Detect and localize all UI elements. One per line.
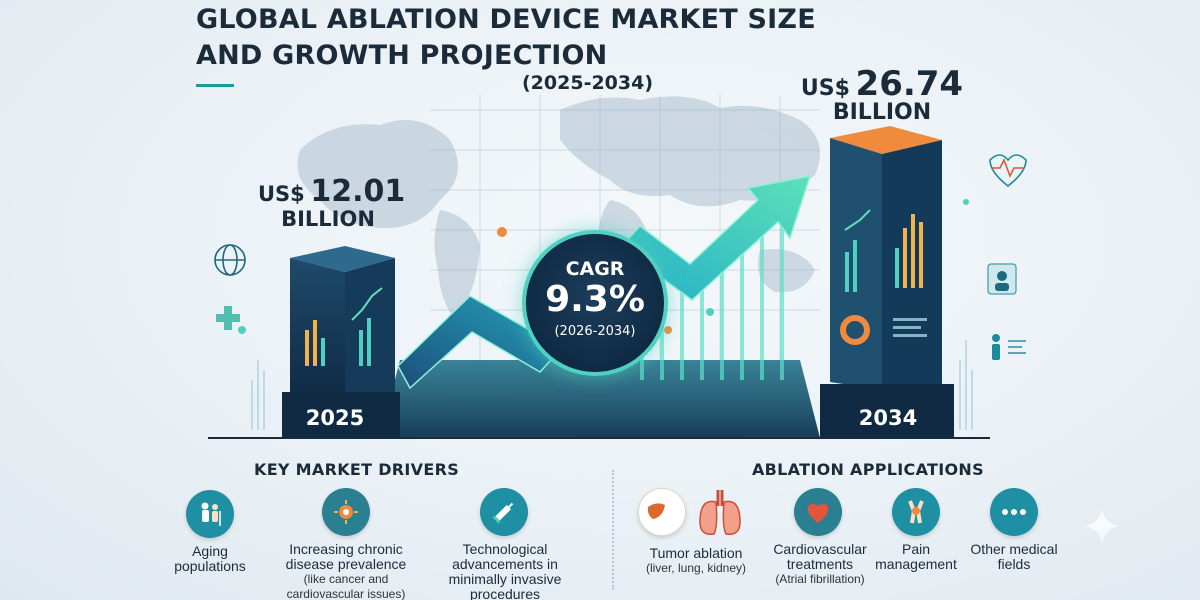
application-cardio: Cardiovascular treatments (Atrial fibril… [766, 542, 874, 587]
patient-icon [992, 334, 1000, 360]
drivers-heading: KEY MARKET DRIVERS [254, 460, 460, 479]
unit-2025: BILLION [281, 207, 375, 231]
heart-icon [794, 488, 842, 536]
application-cardio-label: Cardiovascular treatments [773, 541, 867, 572]
cagr-value: 9.3% [545, 279, 645, 320]
document-lines-icon [1008, 340, 1026, 354]
driver-chronic-disease-label: Increasing chronic disease prevalence [285, 541, 407, 572]
currency-2025: US$ [258, 182, 305, 206]
application-cardio-sub: (Atrial fibrillation) [775, 572, 865, 586]
medical-cross-icon [216, 306, 240, 330]
projection-years: (2025-2034) [522, 72, 654, 94]
chart-floor [380, 360, 820, 438]
side-bars [251, 340, 973, 430]
syringe-icon [480, 488, 528, 536]
unit-2034: BILLION [832, 100, 932, 125]
title-accent-line [196, 84, 234, 87]
globe-icon [214, 244, 246, 276]
applications-heading: ABLATION APPLICATIONS [752, 460, 984, 479]
driver-chronic-disease: Increasing chronic disease prevalence (l… [276, 542, 416, 600]
year-label-2025: 2025 [305, 406, 365, 430]
tower-2025 [282, 246, 400, 438]
accent-dots [497, 227, 672, 334]
currency-2034: US$ [800, 76, 850, 101]
page-title: GLOBAL ABLATION DEVICE MARKET SIZE AND G… [196, 4, 816, 71]
cagr-badge: CAGR 9.3% (2026-2034) [522, 230, 668, 376]
heart-monitor-icon [989, 154, 1027, 188]
cagr-label: CAGR [565, 258, 625, 280]
value-2025: US$ 12.01 BILLION [258, 174, 405, 231]
section-divider [612, 470, 614, 590]
value-2034: US$ 26.74 BILLION [792, 64, 972, 125]
application-tumor: Tumor ablation (liver, lung, kidney) [636, 546, 756, 576]
amount-2034: 26.74 [855, 64, 964, 104]
driver-chronic-disease-sub: (like cancer and cardiovascular issues) [286, 572, 406, 600]
virus-gear-icon [322, 488, 370, 536]
lungs-icon [699, 490, 741, 535]
year-label-2034: 2034 [858, 406, 918, 430]
liver-lung-icon [638, 488, 686, 536]
tower-2034 [820, 126, 954, 438]
driver-aging: Aging populations [174, 543, 246, 574]
more-dots-icon [990, 488, 1038, 536]
sparkle-icon [1084, 508, 1120, 544]
cagr-years: (2026-2034) [554, 324, 636, 339]
application-tumor-sub: (liver, lung, kidney) [645, 561, 747, 575]
doctor-avatar-icon [987, 263, 1017, 295]
application-pain: Pain management [875, 541, 957, 572]
application-other: Other medical fields [970, 541, 1058, 572]
driver-technology: Technological advancements in minimally … [448, 541, 562, 600]
application-tumor-label: Tumor ablation [649, 545, 743, 561]
joint-pain-icon [892, 488, 940, 536]
elderly-people-icon [186, 490, 234, 538]
amount-2025: 12.01 [310, 174, 406, 209]
